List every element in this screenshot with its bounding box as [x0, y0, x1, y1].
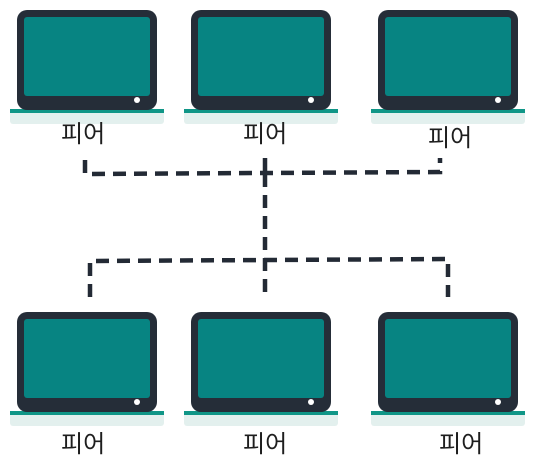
laptop-bottom-center[interactable]	[184, 312, 338, 426]
laptop-icon	[10, 312, 164, 426]
peer-label-bottom-right: 피어	[439, 430, 484, 458]
laptop-icon	[371, 312, 525, 426]
link-top-bus	[82, 158, 443, 177]
laptop-icon	[184, 312, 338, 426]
link-bottom-bus	[87, 256, 451, 297]
peer-label-bottom-center: 피어	[243, 430, 288, 458]
laptop-bottom-right[interactable]	[371, 312, 525, 426]
peer-label-bottom-left: 피어	[61, 430, 106, 458]
peer-label-top-center: 피어	[243, 120, 288, 148]
peer-label-top-left: 피어	[61, 120, 106, 148]
laptop-top-right[interactable]	[371, 10, 525, 124]
laptop-bottom-left[interactable]	[10, 312, 164, 426]
laptop-top-center[interactable]	[184, 10, 338, 124]
laptop-icon	[371, 10, 525, 124]
laptop-icon	[184, 10, 338, 124]
laptop-icon	[10, 10, 164, 124]
network-links	[82, 158, 451, 297]
laptop-top-left[interactable]	[10, 10, 164, 124]
peer-label-top-right: 피어	[428, 124, 473, 152]
